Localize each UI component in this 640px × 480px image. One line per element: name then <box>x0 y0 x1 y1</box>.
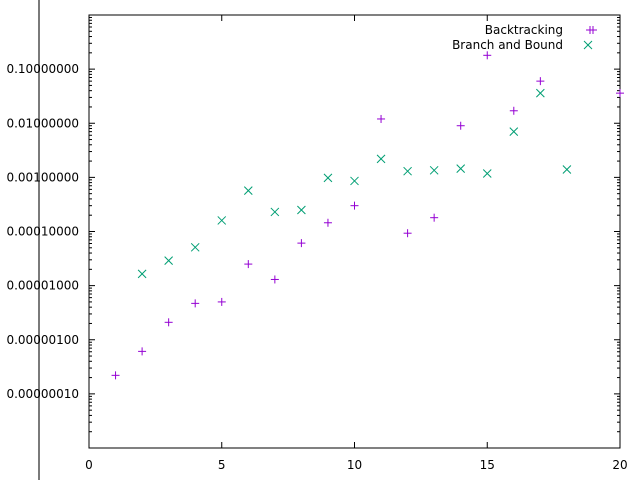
data-point <box>164 256 174 265</box>
y-tick-label: 0.00100000 <box>6 170 79 184</box>
data-point <box>111 371 120 380</box>
x-tick-label: 10 <box>347 458 362 472</box>
data-point <box>482 169 492 178</box>
y-tick-label: 0.00010000 <box>6 225 79 239</box>
marker-stroke <box>403 166 412 176</box>
axes-ticks: 0 5 10 15 20 0.00000010 0.00000100 0.00001000 0.… <box>6 15 628 472</box>
marker-stroke <box>456 164 466 173</box>
marker-stroke <box>190 242 200 252</box>
marker-stroke <box>270 207 280 217</box>
legend-sample <box>583 40 593 50</box>
marker-stroke <box>376 154 386 164</box>
marker-stroke <box>164 256 174 265</box>
legend-sample <box>586 26 597 34</box>
y-tick-label: 0.01000000 <box>6 116 79 130</box>
marker-stroke <box>217 216 227 225</box>
data-point <box>191 299 200 308</box>
data-point <box>217 216 227 225</box>
y-tick-label: 0.10000000 <box>6 62 79 76</box>
x-tick-label: 15 <box>480 458 495 472</box>
data-point <box>217 297 226 306</box>
data-point <box>350 176 359 186</box>
data-point <box>137 269 147 279</box>
data-point <box>403 229 412 238</box>
data-point <box>616 89 624 98</box>
marker-stroke <box>429 165 439 175</box>
data-point <box>535 88 545 98</box>
data-point <box>270 275 279 284</box>
data-point <box>403 166 412 176</box>
y-tick-label: 0.00000010 <box>6 387 79 401</box>
data-point <box>350 201 359 210</box>
data-point <box>244 260 253 269</box>
data-point <box>536 77 545 86</box>
data-point <box>562 165 572 174</box>
legend-marker <box>583 40 593 50</box>
marker-stroke <box>137 269 147 279</box>
data-point <box>376 154 386 164</box>
y-tick-label: 0.00000100 <box>6 333 79 347</box>
data-points <box>111 51 624 380</box>
x-tick-label: 20 <box>612 458 627 472</box>
legend-label: Backtracking <box>485 23 563 37</box>
marker-stroke <box>583 40 593 50</box>
marker-stroke <box>350 176 359 186</box>
data-point <box>243 186 253 195</box>
series-backtracking <box>111 51 624 380</box>
marker-stroke <box>243 186 253 195</box>
legend-marker <box>589 26 597 34</box>
x-tick-label: 5 <box>218 458 226 472</box>
data-point <box>456 164 466 173</box>
data-point <box>270 207 280 217</box>
data-point <box>429 165 439 175</box>
data-point <box>456 121 465 130</box>
marker-stroke <box>297 205 306 215</box>
data-point <box>164 318 173 327</box>
marker-stroke <box>323 173 333 183</box>
marker-stroke <box>509 127 519 136</box>
marker-stroke <box>535 88 545 98</box>
legend-label: Branch and Bound <box>452 38 563 52</box>
data-point <box>377 114 386 123</box>
y-tick-label: 0.00001000 <box>6 279 79 293</box>
x-tick-label: 0 <box>85 458 93 472</box>
data-point <box>297 205 306 215</box>
data-point <box>509 106 518 115</box>
series-branch-and-bound <box>137 88 572 279</box>
marker-stroke <box>562 165 572 174</box>
data-point <box>430 213 439 222</box>
marker-stroke <box>482 169 492 178</box>
data-point <box>190 242 200 252</box>
data-point <box>297 239 306 248</box>
data-point <box>323 218 332 227</box>
data-point <box>138 347 147 356</box>
data-point <box>323 173 333 183</box>
data-point <box>483 51 492 60</box>
data-point <box>509 127 519 136</box>
